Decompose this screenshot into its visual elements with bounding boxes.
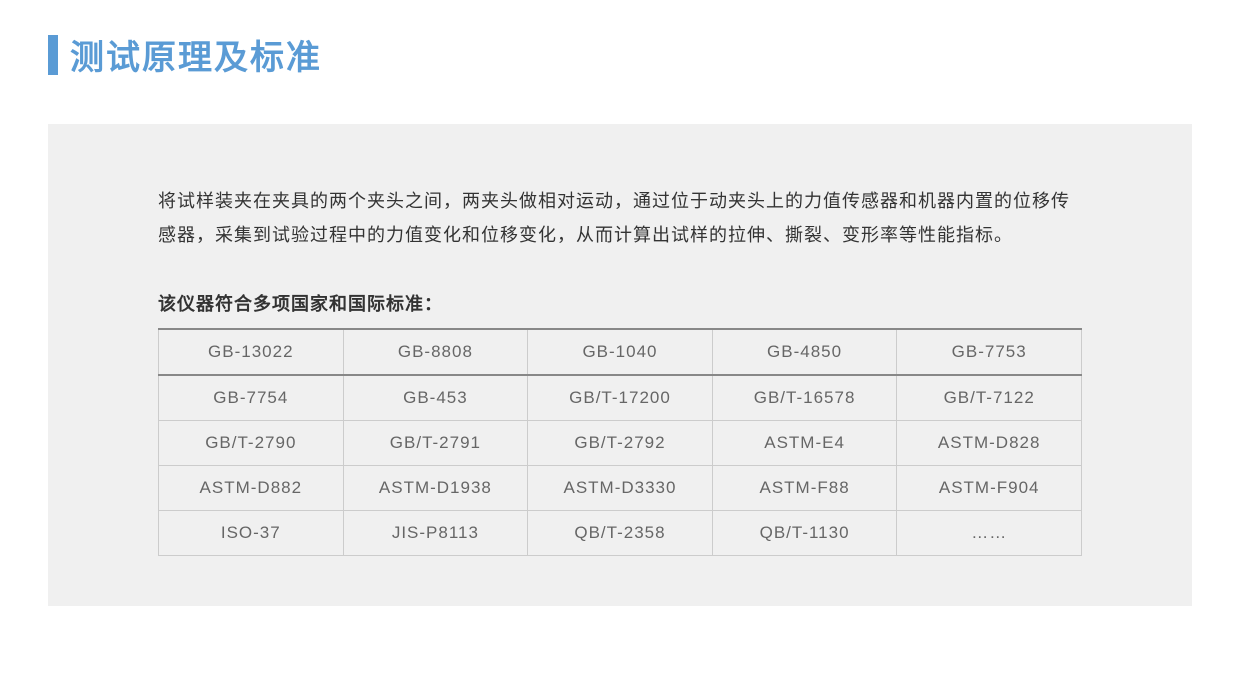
table-row: GB-7754 GB-453 GB/T-17200 GB/T-16578 GB/… [159, 375, 1082, 421]
table-cell: GB/T-17200 [528, 375, 713, 421]
table-cell: GB/T-2792 [528, 421, 713, 466]
table-row: GB-13022 GB-8808 GB-1040 GB-4850 GB-7753 [159, 329, 1082, 375]
table-cell: ASTM-D3330 [528, 466, 713, 511]
table-cell: GB/T-7122 [897, 375, 1082, 421]
table-cell: GB-7753 [897, 329, 1082, 375]
table-cell: ASTM-D882 [159, 466, 344, 511]
table-cell: …… [897, 511, 1082, 556]
table-row: ASTM-D882 ASTM-D1938 ASTM-D3330 ASTM-F88… [159, 466, 1082, 511]
table-cell: GB-13022 [159, 329, 344, 375]
description-text: 将试样装夹在夹具的两个夹头之间，两夹头做相对运动，通过位于动夹头上的力值传感器和… [158, 184, 1082, 252]
table-cell: GB-1040 [528, 329, 713, 375]
title-bar: 测试原理及标准 [48, 30, 1192, 79]
table-cell: GB-453 [343, 375, 528, 421]
subtitle-text: 该仪器符合多项国家和国际标准： [158, 290, 1082, 316]
table-row: GB/T-2790 GB/T-2791 GB/T-2792 ASTM-E4 AS… [159, 421, 1082, 466]
table-cell: QB/T-2358 [528, 511, 713, 556]
table-cell: GB-7754 [159, 375, 344, 421]
table-cell: ASTM-D828 [897, 421, 1082, 466]
table-cell: GB/T-2791 [343, 421, 528, 466]
page-title: 测试原理及标准 [70, 30, 322, 79]
table-cell: GB/T-2790 [159, 421, 344, 466]
table-cell: JIS-P8113 [343, 511, 528, 556]
table-cell: ASTM-E4 [712, 421, 897, 466]
accent-bar [48, 35, 58, 75]
table-cell: ASTM-D1938 [343, 466, 528, 511]
table-cell: GB/T-16578 [712, 375, 897, 421]
table-cell: ASTM-F88 [712, 466, 897, 511]
standards-table: GB-13022 GB-8808 GB-1040 GB-4850 GB-7753… [158, 328, 1082, 556]
table-row: ISO-37 JIS-P8113 QB/T-2358 QB/T-1130 …… [159, 511, 1082, 556]
table-cell: GB-4850 [712, 329, 897, 375]
table-cell: ASTM-F904 [897, 466, 1082, 511]
page-container: 测试原理及标准 将试样装夹在夹具的两个夹头之间，两夹头做相对运动，通过位于动夹头… [0, 0, 1240, 606]
table-cell: QB/T-1130 [712, 511, 897, 556]
table-cell: ISO-37 [159, 511, 344, 556]
table-cell: GB-8808 [343, 329, 528, 375]
content-box: 将试样装夹在夹具的两个夹头之间，两夹头做相对运动，通过位于动夹头上的力值传感器和… [48, 124, 1192, 606]
